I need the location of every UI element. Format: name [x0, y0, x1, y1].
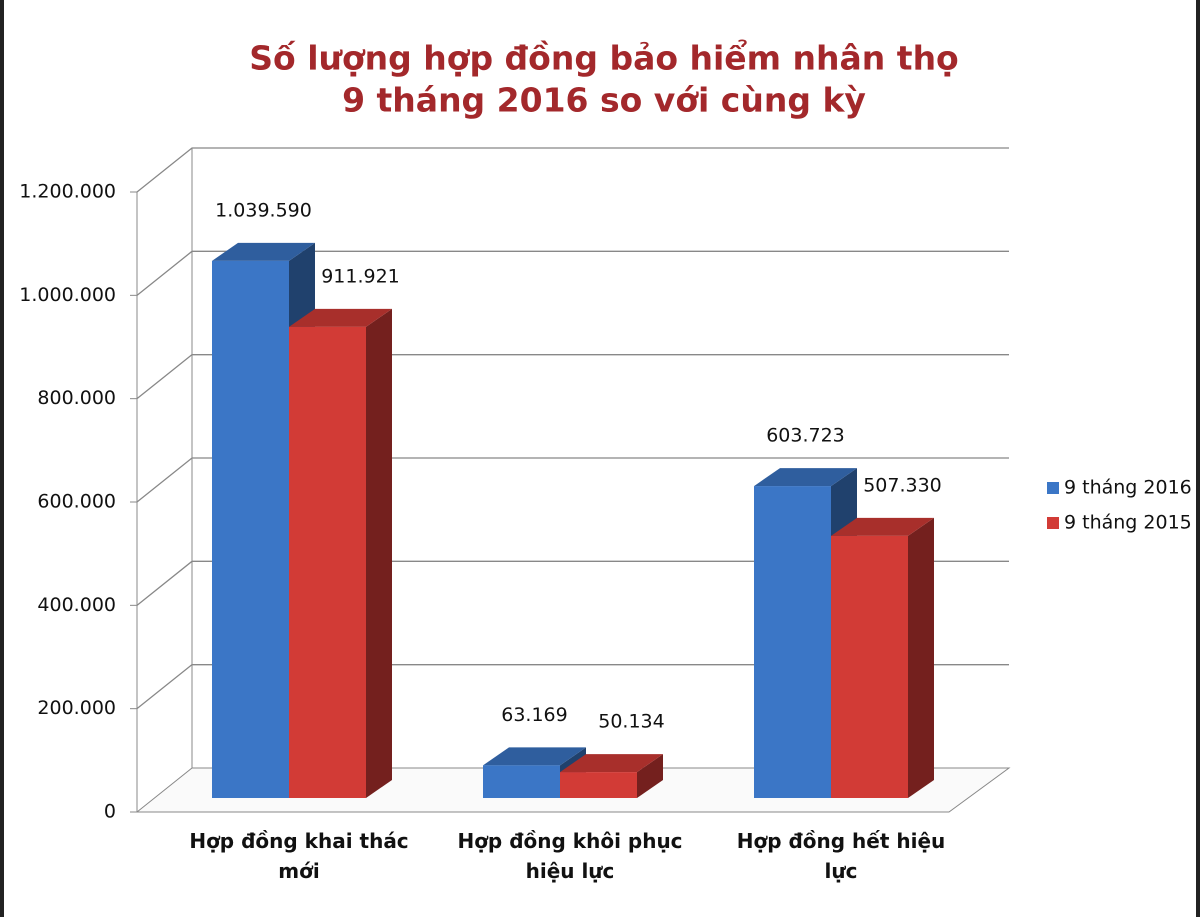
x-tick-label: Hợp đồng khai thác mới	[189, 829, 409, 883]
bar	[560, 754, 663, 798]
y-tick-label: 1.200.000	[19, 181, 116, 203]
bar-top	[560, 754, 663, 773]
value-label: 911.921	[321, 265, 400, 287]
grid-line	[136, 457, 1009, 503]
y-tick-label: 1.000.000	[19, 284, 116, 306]
y-tick-label: 600.000	[37, 491, 116, 513]
legend-label: 9 tháng 2016	[1064, 477, 1192, 499]
chart: Số lượng hợp đồng bảo hiểm nhân thọ 9 th…	[19, 38, 1192, 823]
bar-front	[289, 326, 366, 798]
x-tick-label: Hợp đồng hết hiệu lực	[736, 829, 946, 883]
chart-title: 9 tháng 2016 so với cùng kỳ	[342, 81, 866, 120]
bar	[831, 517, 934, 798]
bar-front	[754, 486, 831, 798]
bar-front	[831, 535, 908, 798]
value-label: 63.169	[501, 704, 567, 726]
y-tick-label: 400.000	[37, 594, 116, 616]
bar-top	[289, 308, 392, 327]
grid-line	[136, 147, 1009, 193]
bar-top	[754, 468, 857, 487]
bar-front	[560, 772, 637, 798]
grid-line	[136, 664, 1009, 710]
grid-line	[136, 250, 1009, 296]
chart-title: Số lượng hợp đồng bảo hiểm nhân thọ	[249, 38, 958, 78]
y-tick-label: 200.000	[37, 697, 116, 719]
y-tick-label: 800.000	[37, 387, 116, 409]
bar-side	[637, 754, 663, 798]
bar-side	[366, 308, 392, 798]
value-label: 50.134	[598, 711, 664, 733]
bar-top	[212, 242, 315, 261]
legend-swatch	[1047, 517, 1059, 529]
bar-side	[908, 517, 934, 798]
grid-line	[136, 560, 1009, 606]
value-label: 507.330	[863, 474, 942, 496]
legend-swatch	[1047, 482, 1059, 494]
bar-front	[483, 765, 560, 798]
legend-label: 9 tháng 2015	[1064, 512, 1192, 534]
bar-top	[483, 747, 586, 766]
grid-line	[136, 354, 1009, 400]
bar	[289, 308, 392, 798]
y-tick-label: 0	[104, 801, 116, 823]
value-label: 1.039.590	[215, 199, 312, 221]
bar-front	[212, 260, 289, 798]
value-label: 603.723	[766, 425, 845, 447]
bar-top	[831, 517, 934, 536]
x-tick-label: Hợp đồng khôi phục hiệu lực	[457, 829, 683, 883]
